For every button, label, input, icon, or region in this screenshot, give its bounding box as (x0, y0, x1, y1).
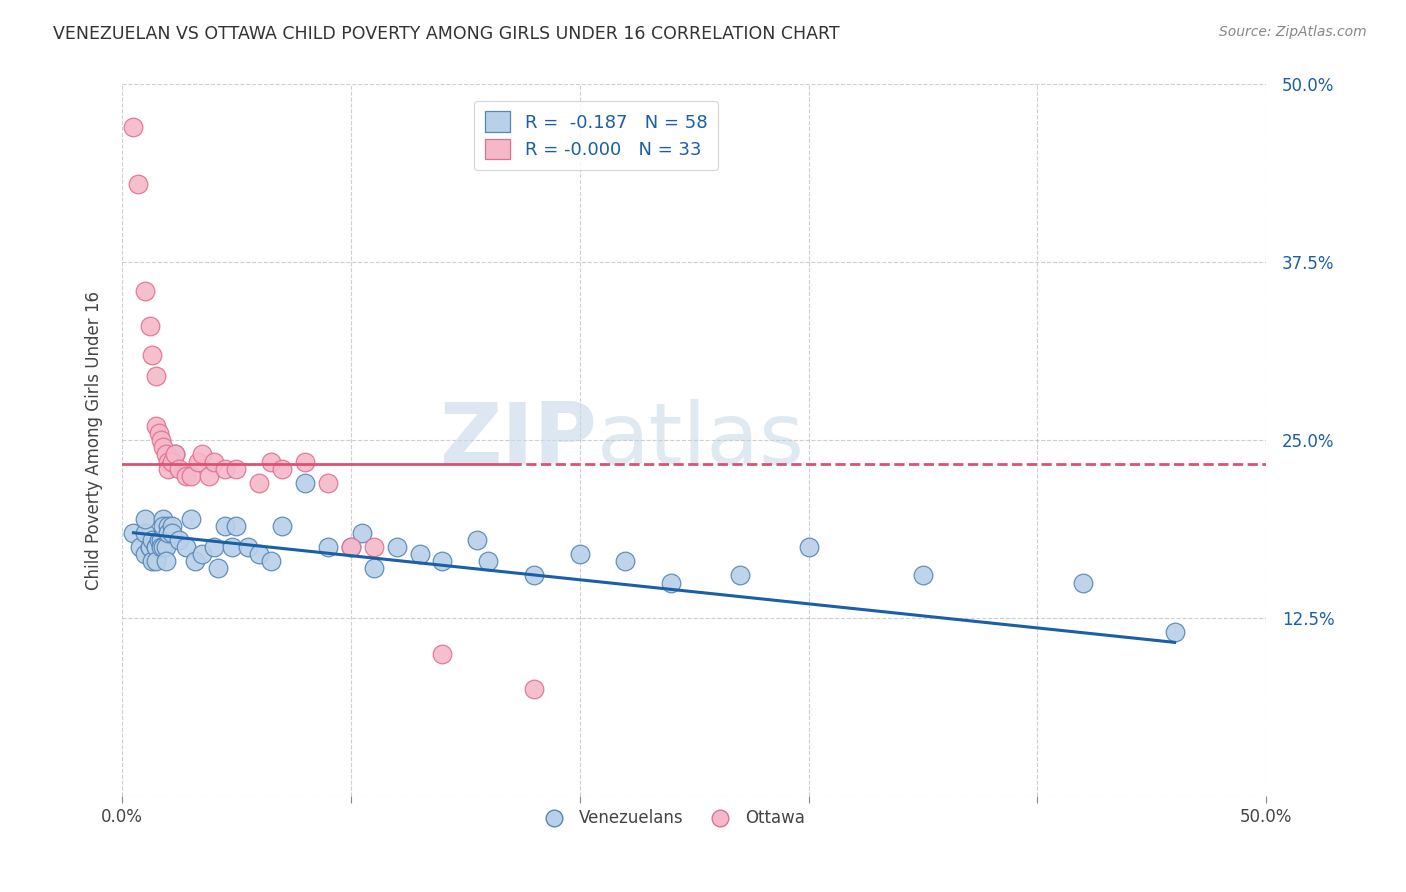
Point (728, 568, 751, 582)
Point (247, 547, 270, 561)
Text: Source: ZipAtlas.com: Source: ZipAtlas.com (1219, 25, 1367, 39)
Text: VENEZUELAN VS OTTAWA CHILD POVERTY AMONG GIRLS UNDER 16 CORRELATION CHART: VENEZUELAN VS OTTAWA CHILD POVERTY AMONG… (53, 25, 839, 43)
Text: ZIP: ZIP (439, 399, 598, 482)
Point (162, 455, 184, 469)
Point (138, 319, 160, 334)
Text: atlas: atlas (598, 399, 804, 482)
Point (174, 540, 197, 554)
Point (659, 575, 682, 590)
Point (148, 426, 170, 441)
Point (145, 540, 167, 554)
Point (162, 525, 184, 540)
Point (271, 461, 294, 475)
Point (163, 448, 186, 462)
Point (129, 540, 152, 554)
Point (294, 475, 316, 490)
Point (236, 540, 259, 554)
Point (155, 554, 177, 568)
Point (340, 540, 363, 554)
Point (221, 540, 243, 554)
Point (156, 518, 179, 533)
Point (156, 525, 179, 540)
Point (225, 461, 247, 475)
Point (202, 540, 225, 554)
Point (260, 455, 283, 469)
Point (152, 540, 174, 554)
Point (432, 554, 454, 568)
Point (174, 468, 197, 483)
Point (225, 518, 247, 533)
Point (363, 540, 385, 554)
Point (294, 455, 316, 469)
Point (614, 554, 637, 568)
Point (149, 540, 172, 554)
Point (152, 511, 174, 525)
Point (247, 475, 270, 490)
Point (134, 547, 156, 561)
Point (260, 554, 283, 568)
Point (145, 419, 167, 434)
Point (187, 455, 209, 469)
Point (568, 547, 591, 561)
Point (134, 525, 156, 540)
Point (141, 348, 163, 362)
Point (138, 540, 160, 554)
Point (134, 511, 156, 525)
Point (180, 468, 202, 483)
Point (523, 568, 546, 582)
Point (155, 448, 177, 462)
Point (465, 533, 488, 547)
Point (145, 554, 167, 568)
Point (141, 554, 163, 568)
Point (207, 561, 229, 575)
Point (145, 369, 167, 384)
Point (202, 455, 225, 469)
Point (167, 461, 190, 475)
Point (477, 554, 499, 568)
Legend: Venezuelans, Ottawa: Venezuelans, Ottawa (530, 803, 811, 834)
Point (316, 475, 339, 490)
Point (149, 533, 172, 547)
Point (214, 518, 236, 533)
Point (432, 647, 454, 661)
Point (122, 120, 145, 135)
Point (138, 540, 160, 554)
Point (156, 461, 179, 475)
Point (127, 177, 149, 191)
Point (1071, 575, 1094, 590)
Point (155, 540, 177, 554)
Point (408, 547, 430, 561)
Point (191, 448, 214, 462)
Point (167, 533, 190, 547)
Point (198, 468, 221, 483)
Point (352, 525, 374, 540)
Point (163, 448, 186, 462)
Point (911, 568, 934, 582)
Point (363, 561, 385, 575)
Point (1163, 625, 1185, 640)
Point (340, 540, 363, 554)
Point (152, 441, 174, 455)
Point (385, 540, 408, 554)
Point (184, 554, 207, 568)
Point (134, 284, 156, 298)
Point (271, 518, 294, 533)
Point (122, 525, 145, 540)
Point (152, 518, 174, 533)
Point (162, 518, 184, 533)
Point (149, 434, 172, 448)
Point (145, 540, 167, 554)
Point (316, 540, 339, 554)
Point (523, 682, 546, 697)
Point (141, 533, 163, 547)
Point (180, 511, 202, 525)
Point (797, 540, 820, 554)
Point (148, 533, 170, 547)
Point (156, 455, 179, 469)
Point (191, 547, 214, 561)
Y-axis label: Child Poverty Among Girls Under 16: Child Poverty Among Girls Under 16 (86, 291, 103, 590)
Point (214, 461, 236, 475)
